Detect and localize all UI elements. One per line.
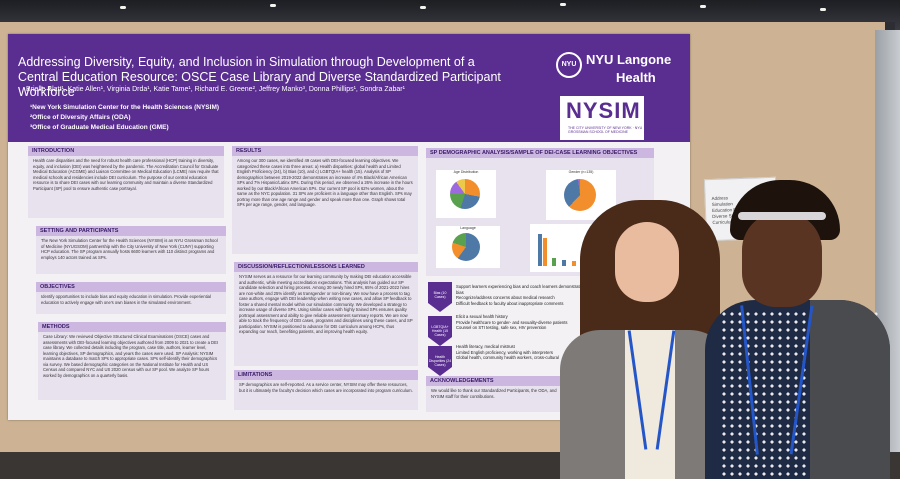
poster-title: Addressing Diversity, Equity, and Inclus… bbox=[18, 55, 548, 100]
section-body: We would like to thank our Standardized … bbox=[431, 388, 557, 399]
section-heading: LIMITATIONS bbox=[234, 370, 418, 380]
ceiling-light bbox=[700, 5, 706, 8]
list-item: Limited English proficiency, working wit… bbox=[456, 349, 553, 355]
section-heading: METHODS bbox=[38, 322, 226, 332]
language-chart-panel: Language bbox=[436, 226, 500, 268]
age-chart-panel: Age Distribution bbox=[436, 170, 496, 218]
bar bbox=[562, 260, 566, 266]
section-discussion: DISCUSSION/REFLECTION/LESSONS LEARNED NY… bbox=[234, 262, 418, 366]
list-item: Global health, community health workers,… bbox=[456, 355, 559, 360]
language-pie-chart bbox=[452, 233, 480, 261]
section-limitations: LIMITATIONS SP demographics are self-rep… bbox=[234, 370, 418, 410]
affiliation: ¹New York Simulation Center for the Heal… bbox=[30, 104, 220, 111]
chart-label: Age Distribution bbox=[453, 170, 479, 174]
section-heading: ACKNOWLEDGEMENTS bbox=[426, 376, 576, 386]
section-heading: SETTING AND PARTICIPANTS bbox=[36, 226, 226, 236]
ceiling-light bbox=[270, 4, 276, 7]
objectives-list-disparities: Health literacy, medical mistrust Limite… bbox=[456, 344, 576, 361]
section-heading: RESULTS bbox=[232, 146, 418, 156]
section-heading: SP DEMOGRAPHIC ANALYSIS/SAMPLE OF DEI-CA… bbox=[426, 148, 654, 158]
section-body: Health care disparities and the need for… bbox=[33, 158, 219, 191]
chart-label: Gender (n=135) bbox=[568, 170, 594, 174]
age-pie-chart bbox=[450, 179, 480, 209]
presenter-2-face bbox=[742, 212, 822, 307]
poster-authors: Brielle Blatt¹, Katie Allen¹, Virginia D… bbox=[26, 86, 405, 93]
arrow-label: Bias (10 Cases) bbox=[433, 291, 447, 299]
section-body: The New York Simulation Center for the H… bbox=[41, 238, 218, 260]
objectives-list-bias: Support learners experiencing bias and c… bbox=[456, 284, 590, 306]
ceiling-light bbox=[560, 3, 566, 6]
section-heading: DISCUSSION/REFLECTION/LESSONS LEARNED bbox=[234, 262, 418, 272]
presenter-2-cardigan bbox=[810, 300, 890, 479]
section-heading: OBJECTIVES bbox=[36, 282, 226, 292]
bar bbox=[552, 258, 556, 266]
section-acknowledgements: ACKNOWLEDGEMENTS We would like to thank … bbox=[426, 376, 576, 412]
ceiling-light bbox=[120, 6, 126, 9]
list-item: Health literacy, medical mistrust bbox=[456, 344, 515, 349]
ceiling-light bbox=[420, 6, 426, 9]
objectives-list-lgbtq: Elicit a sexual health history Provide h… bbox=[456, 314, 590, 331]
list-item: Recognize/address concerns about medical… bbox=[456, 295, 555, 300]
presenter-1-face bbox=[615, 222, 679, 302]
arrow-label: LGBTQIA+ Health (15 Cases) bbox=[431, 325, 449, 337]
list-item: Provide healthcare to gender- and sexual… bbox=[456, 319, 568, 325]
chart-label: Language bbox=[460, 226, 476, 230]
bar bbox=[538, 234, 542, 266]
list-item: Support learners experiencing bias and c… bbox=[456, 284, 586, 295]
nysim-logo: NYSIM THE CITY UNIVERSITY OF NEW YORK · … bbox=[560, 96, 644, 140]
nyu-circle-icon: NYU bbox=[556, 52, 582, 78]
nysim-logo-text: NYSIM bbox=[566, 98, 641, 123]
nyu-langone-logo: NYU NYU Langone Health bbox=[556, 50, 680, 96]
section-setting: SETTING AND PARTICIPANTS The New York Si… bbox=[36, 226, 226, 274]
section-heading: INTRODUCTION bbox=[28, 146, 224, 156]
poster-affiliations: ¹New York Simulation Center for the Heal… bbox=[30, 103, 219, 133]
list-item: Difficult feedback to faculty about inap… bbox=[456, 300, 564, 306]
bar bbox=[543, 238, 547, 266]
section-results: RESULTS Among our 300 cases, we identifi… bbox=[232, 146, 418, 254]
poster-title-line1: Addressing Diversity, Equity, and Inclus… bbox=[18, 55, 475, 69]
list-item: Elicit a sexual health history bbox=[456, 314, 508, 319]
gender-pie-chart bbox=[564, 179, 596, 211]
affiliation: ³Office of Graduate Medical Education (G… bbox=[30, 124, 169, 131]
poster-title-line2: Central Education Resource: OSCE Case Li… bbox=[18, 70, 501, 99]
presenter-2-headband bbox=[738, 212, 826, 220]
list-item: Counsel on STI testing, safe sex, HIV pr… bbox=[456, 325, 547, 330]
section-body: SP demographics are self-reported. As a … bbox=[239, 382, 413, 393]
bar bbox=[572, 261, 576, 266]
ceiling-light bbox=[820, 8, 826, 11]
section-body: Identify opportunities to include bias a… bbox=[41, 294, 211, 305]
section-body: Among our 300 cases, we identified 49 ca… bbox=[237, 158, 413, 207]
section-objectives: OBJECTIVES Identify opportunities to inc… bbox=[36, 282, 226, 314]
affiliation: ²Office of Diversity Affairs (ODA) bbox=[30, 114, 131, 121]
section-methods: METHODS Case Library: We reviewed Object… bbox=[38, 322, 226, 400]
section-body: Case Library: We reviewed Objective Stru… bbox=[43, 334, 219, 378]
arrow-label: Health Disparities (24 Cases) bbox=[428, 355, 452, 367]
nysim-logo-subtext: THE CITY UNIVERSITY OF NEW YORK · NYU GR… bbox=[568, 126, 643, 134]
section-body: NYSIM serves as a resource for our learn… bbox=[239, 274, 413, 334]
logo-text: NYU Langone bbox=[586, 52, 672, 67]
section-introduction: INTRODUCTION Health care disparities and… bbox=[28, 146, 224, 218]
logo-text: Health bbox=[616, 70, 656, 85]
